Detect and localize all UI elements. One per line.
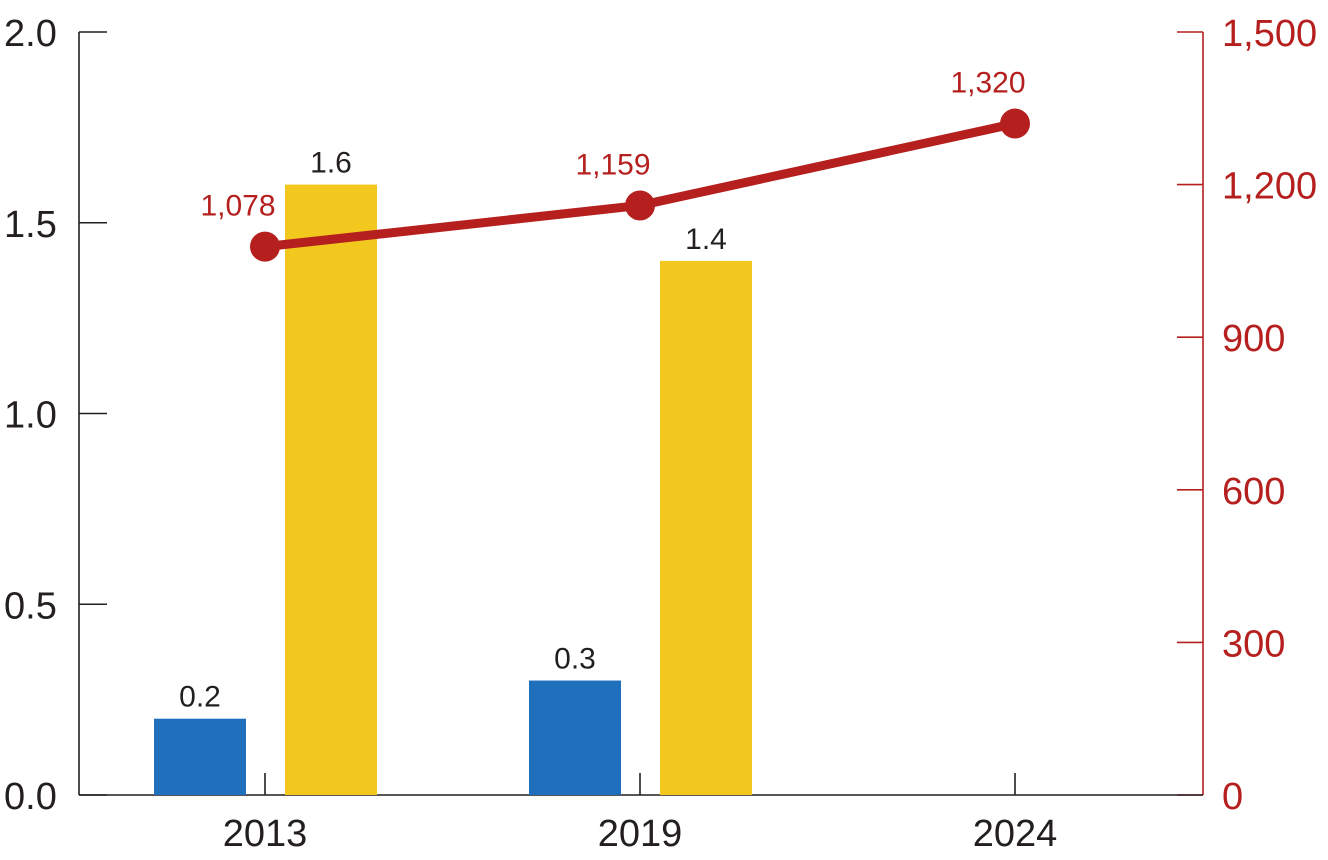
line-point	[625, 190, 655, 221]
bar	[529, 680, 621, 795]
line-path	[264, 119, 1016, 252]
x-tick-label: 2024	[973, 813, 1058, 855]
y-right-tick-label: 900	[1222, 318, 1285, 360]
bar	[154, 718, 246, 795]
bar	[285, 184, 377, 796]
y-right-tick-label: 0	[1222, 776, 1243, 818]
bar-value-label: 1.6	[310, 147, 352, 180]
data-labels: 0.2 0.3 1.6 1.4 1,078 1,159 1,320	[179, 67, 1025, 714]
y-left-tick-label: 0.5	[4, 585, 57, 627]
bars	[154, 184, 752, 796]
line-point	[1000, 108, 1030, 139]
bar-value-label: 1.4	[685, 223, 727, 256]
x-tick-label: 2013	[223, 813, 308, 855]
y-right-tick-label: 1,200	[1222, 166, 1317, 208]
y-left-tick-label: 0.0	[4, 776, 57, 818]
bar-value-label: 0.3	[554, 643, 596, 676]
line-value-label: 1,320	[950, 67, 1025, 100]
y-left-tick-label: 1.5	[4, 204, 57, 246]
line-value-label: 1,078	[200, 190, 275, 223]
y-right-tick-label: 300	[1222, 623, 1285, 665]
line-value-label: 1,159	[575, 148, 650, 181]
x-tick-label: 2019	[598, 813, 683, 855]
bar	[660, 260, 752, 795]
y-right-tick-label: 600	[1222, 471, 1285, 513]
line-point	[250, 231, 280, 262]
bar-value-label: 0.2	[179, 681, 221, 714]
y-right-tick-label: 1,500	[1222, 13, 1317, 55]
line-series	[250, 108, 1030, 262]
y-left-tick-label: 2.0	[4, 13, 57, 55]
y-left-tick-label: 1.0	[4, 395, 57, 437]
axes: 0.0 0.5 1.0 1.5 2.0 0 300 600 900 1,200 1,500 2013 2…	[4, 13, 1317, 855]
